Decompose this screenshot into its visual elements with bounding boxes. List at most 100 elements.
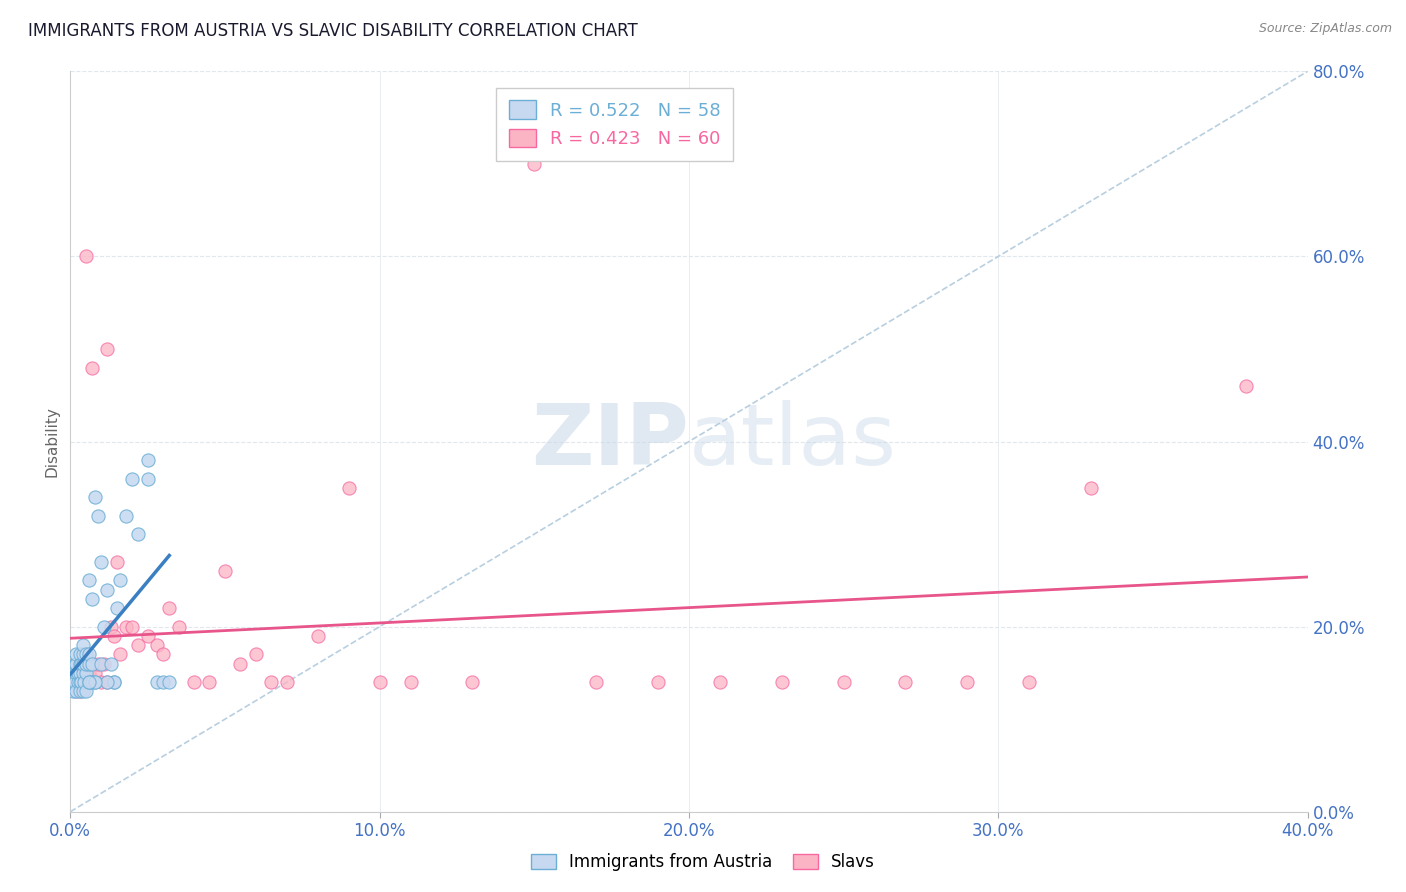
Point: [399, 675, 422, 690]
Point: [75, 657, 97, 671]
Point: [337, 481, 360, 495]
Point: [77, 665, 100, 680]
Point: [152, 648, 174, 662]
Point: [100, 657, 122, 671]
Point: [136, 472, 159, 486]
Point: [90, 657, 112, 671]
Point: [69, 684, 91, 698]
Point: [69, 657, 91, 671]
Point: [63, 665, 86, 680]
Point: [770, 675, 793, 690]
Point: [1080, 481, 1102, 495]
Point: [108, 648, 131, 662]
Point: [276, 675, 298, 690]
Point: [80, 591, 103, 606]
Point: [62, 665, 84, 680]
Point: [1234, 379, 1257, 393]
Point: [157, 601, 180, 615]
Point: [214, 564, 236, 578]
Point: [96, 582, 118, 597]
Point: [307, 629, 329, 643]
Point: [100, 619, 122, 633]
Point: [229, 657, 252, 671]
Point: [70, 657, 93, 671]
Point: [70, 675, 93, 690]
Point: [80, 657, 103, 671]
Point: [69, 657, 91, 671]
Point: [105, 555, 128, 569]
Point: [77, 675, 100, 690]
Point: [65, 657, 87, 671]
Point: [60, 675, 83, 690]
Point: [65, 684, 87, 698]
Point: [93, 657, 115, 671]
Point: [72, 648, 94, 662]
Point: [75, 250, 97, 264]
Point: [115, 508, 138, 523]
Point: [183, 675, 205, 690]
Point: [647, 675, 669, 690]
Point: [69, 648, 91, 662]
Point: [87, 657, 110, 671]
Point: [103, 675, 125, 690]
Point: [103, 629, 125, 643]
Point: [245, 648, 267, 662]
Point: [65, 675, 87, 690]
Point: [127, 638, 149, 652]
Text: Source: ZipAtlas.com: Source: ZipAtlas.com: [1258, 22, 1392, 36]
Point: [63, 675, 86, 690]
Point: [67, 665, 90, 680]
Point: [368, 675, 391, 690]
Point: [956, 675, 979, 690]
Point: [80, 360, 103, 375]
Point: [1018, 675, 1040, 690]
Point: [198, 675, 221, 690]
Point: [105, 601, 128, 615]
Point: [69, 675, 91, 690]
Text: ZIP: ZIP: [531, 400, 689, 483]
Point: [75, 648, 97, 662]
Point: [121, 472, 143, 486]
Point: [63, 657, 86, 671]
Point: [84, 675, 107, 690]
Point: [585, 675, 607, 690]
Point: [65, 657, 87, 671]
Point: [72, 665, 94, 680]
Legend: Immigrants from Austria, Slavs: Immigrants from Austria, Slavs: [523, 845, 883, 880]
Point: [709, 675, 731, 690]
Point: [157, 675, 180, 690]
Point: [72, 657, 94, 671]
Point: [96, 675, 118, 690]
Point: [121, 619, 143, 633]
Point: [127, 527, 149, 541]
Point: [96, 342, 118, 356]
Text: IMMIGRANTS FROM AUSTRIA VS SLAVIC DISABILITY CORRELATION CHART: IMMIGRANTS FROM AUSTRIA VS SLAVIC DISABI…: [28, 22, 638, 40]
Point: [77, 675, 100, 690]
Point: [75, 665, 97, 680]
Legend: R = 0.522   N = 58, R = 0.423   N = 60: R = 0.522 N = 58, R = 0.423 N = 60: [496, 87, 734, 161]
Point: [72, 657, 94, 671]
Point: [77, 574, 100, 588]
Point: [103, 675, 125, 690]
Point: [62, 675, 84, 690]
Point: [75, 675, 97, 690]
Point: [90, 555, 112, 569]
Point: [72, 638, 94, 652]
Point: [77, 675, 100, 690]
Point: [62, 684, 84, 698]
Point: [260, 675, 283, 690]
Point: [87, 508, 110, 523]
Point: [73, 675, 96, 690]
Point: [75, 684, 97, 698]
Point: [90, 675, 112, 690]
Point: [832, 675, 855, 690]
Point: [67, 675, 90, 690]
Point: [167, 619, 190, 633]
Point: [65, 648, 87, 662]
Point: [115, 619, 138, 633]
Point: [894, 675, 917, 690]
Point: [146, 638, 169, 652]
Point: [108, 574, 131, 588]
Point: [60, 675, 83, 690]
Point: [77, 648, 100, 662]
